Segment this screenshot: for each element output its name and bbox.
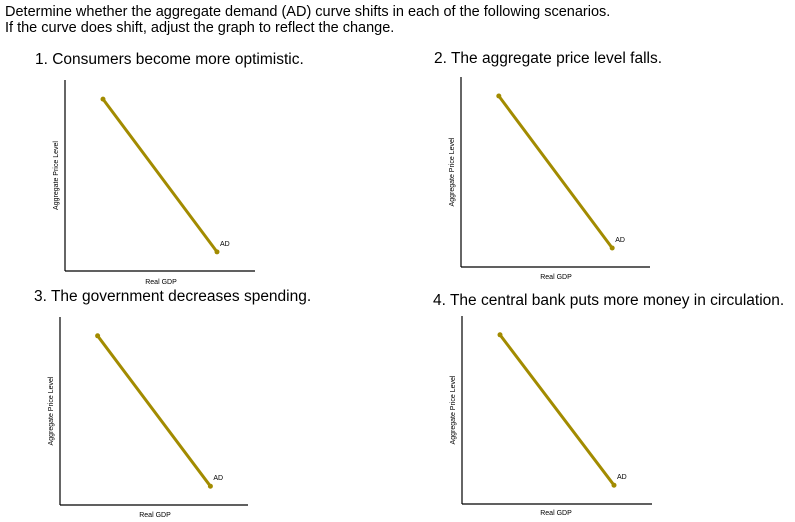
chart-1-ad-label: AD — [220, 241, 230, 248]
chart-2: Real GDP Aggregate Price Level AD — [449, 77, 650, 281]
chart-3-y-axis-label: Aggregate Price Level — [48, 376, 55, 445]
chart-3-x-axis-label: Real GDP — [139, 512, 171, 519]
chart-1-x-axis-label: Real GDP — [145, 279, 177, 286]
chart-3-ad-curve[interactable] — [96, 334, 212, 488]
chart-2-ad-handle-top[interactable] — [496, 93, 502, 99]
chart-3-ad-handle-bottom[interactable] — [207, 483, 213, 489]
chart-4-ad-label: AD — [617, 474, 627, 481]
instructions: Determine whether the aggregate demand (… — [5, 4, 610, 36]
chart-1-ad-curve[interactable] — [101, 97, 219, 254]
chart-1-ad-handle-bottom[interactable] — [214, 249, 220, 255]
instructions-line-1: Determine whether the aggregate demand (… — [5, 4, 611, 20]
chart-4-x-axis-label: Real GDP — [540, 510, 572, 517]
chart-1: Real GDP Aggregate Price Level AD — [53, 80, 255, 286]
chart-2-ad-label: AD — [615, 237, 625, 244]
question-3-title: 3. The government decreases spending. — [34, 288, 312, 305]
chart-4-ad-handle-bottom[interactable] — [611, 482, 617, 488]
chart-3-ad-label: AD — [213, 475, 223, 482]
chart-3: Real GDP Aggregate Price Level AD — [48, 317, 248, 519]
chart-1-ad-handle-top[interactable] — [100, 96, 106, 102]
chart-2-ad-handle-bottom[interactable] — [609, 245, 615, 251]
question-1-title: 1. Consumers become more optimistic. — [35, 51, 304, 68]
chart-3-ad-handle-top[interactable] — [95, 333, 101, 339]
chart-4-ad-curve[interactable] — [498, 333, 616, 487]
chart-2-x-axis-label: Real GDP — [540, 274, 572, 281]
question-2-title: 2. The aggregate price level falls. — [434, 50, 663, 67]
chart-4: Real GDP Aggregate Price Level AD — [450, 316, 652, 517]
chart-4-y-axis-label: Aggregate Price Level — [450, 375, 457, 444]
chart-1-y-axis-label: Aggregate Price Level — [53, 141, 60, 210]
chart-2-ad-curve[interactable] — [497, 94, 614, 250]
instructions-line-2: If the curve does shift, adjust the grap… — [5, 20, 395, 36]
chart-4-ad-handle-top[interactable] — [497, 332, 503, 338]
question-4-title: 4. The central bank puts more money in c… — [433, 292, 785, 309]
chart-2-y-axis-label: Aggregate Price Level — [449, 137, 456, 206]
